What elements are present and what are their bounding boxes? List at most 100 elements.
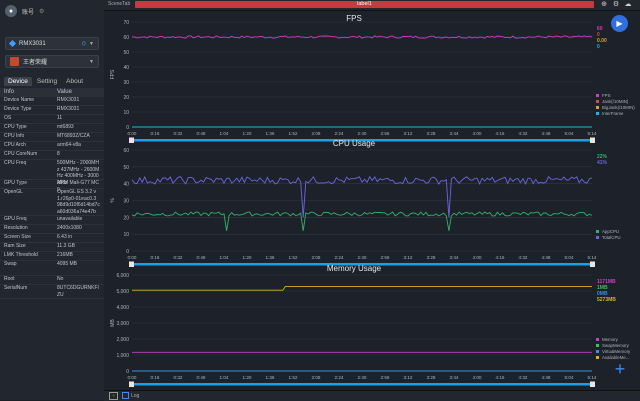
range-slider-handle-left: [129, 137, 134, 143]
chart-title: Memory Usage: [327, 264, 382, 273]
x-tick-label: 0:48: [197, 255, 206, 260]
sidebar: ● 账号 ⚙ RMX3031 ⌬ ▼ 王者荣耀 ▼ Device Setting…: [0, 0, 105, 400]
x-tick-label: 2:08: [312, 255, 321, 260]
x-tick-label: 0:32: [174, 131, 183, 136]
x-tick-label: 1:36: [266, 375, 275, 380]
x-tick-label: 2:40: [358, 375, 367, 380]
cloud-icon[interactable]: ☁: [624, 1, 632, 8]
info-value: No: [57, 276, 64, 282]
y-axis-label: %: [110, 198, 116, 203]
x-tick-label: 2:08: [312, 131, 321, 136]
x-tick-label: 3:44: [450, 131, 459, 136]
add-icon[interactable]: +: [614, 359, 626, 379]
label-bar[interactable]: label1: [135, 1, 594, 8]
y-tick-label: 60: [123, 148, 129, 154]
table-row: Ram Size 11.3 GB: [0, 243, 104, 252]
series-value-label: 1MB: [597, 285, 608, 291]
x-tick-label: 1:04: [220, 375, 229, 380]
tab-device[interactable]: Device: [4, 77, 32, 86]
x-tick-label: 0:00: [128, 131, 137, 136]
table-row: OS 11: [0, 115, 104, 124]
info-value: OpenGL ES 3.2 v1.r26p0-01eac0.3 98d9d10f…: [57, 189, 100, 215]
x-tick-label: 1:20: [243, 375, 252, 380]
user-area[interactable]: ● 账号 ⚙: [5, 4, 44, 18]
table-row: Resolution 2400x1080: [0, 225, 104, 234]
y-axis-label: MB: [110, 319, 116, 327]
app-select-value: 王者荣耀: [23, 60, 48, 66]
range-slider-track: [132, 263, 592, 266]
info-key: Root: [4, 276, 15, 282]
info-key: Device Name: [4, 97, 35, 103]
x-tick-label: 2:24: [335, 375, 344, 380]
y-tick-label: 40: [123, 65, 129, 71]
y-axis-label: FPS: [110, 69, 116, 79]
x-tick-label: 4:00: [473, 131, 482, 136]
info-value: mt6893: [57, 124, 74, 130]
tab-setting[interactable]: Setting: [36, 78, 58, 85]
x-tick-label: 5:04: [565, 255, 574, 260]
info-value: 6.43 in: [57, 234, 73, 240]
y-tick-label: 1,000: [116, 353, 129, 359]
y-tick-label: 6,000: [116, 273, 129, 279]
series-line: [131, 175, 593, 218]
scene-tab[interactable]: SceneTab: [108, 1, 131, 7]
y-tick-label: 10: [123, 232, 129, 238]
legend-entry: TotalCPU: [602, 235, 621, 240]
y-tick-label: 0: [126, 249, 129, 255]
settings-icon[interactable]: ⚙: [612, 1, 620, 8]
x-tick-label: 0:48: [197, 375, 206, 380]
settings-icon[interactable]: ⚙: [39, 8, 45, 15]
table-row: OpenGL OpenGL ES 3.2 v1.r26p0-01eac0.3 98…: [0, 189, 104, 216]
series-value-label: 5273MB: [597, 297, 616, 303]
x-tick-label: 2:56: [381, 255, 390, 260]
y-tick-label: 50: [123, 165, 129, 171]
legend-swatch: [596, 94, 599, 97]
info-value: arm64-v8a: [57, 142, 81, 148]
charts-svg: FPS FPS 0 10 20 30 40 50 60 70 0:00 0:16 0:32 0:48 1:0…: [110, 14, 635, 387]
x-tick-label: 2:40: [358, 131, 367, 136]
legend-entry: SwapMemory: [602, 343, 630, 348]
y-tick-label: 70: [123, 20, 129, 26]
play-button[interactable]: ▶: [611, 15, 628, 32]
x-tick-label: 1:52: [289, 255, 298, 260]
table-row: Root No: [0, 276, 104, 285]
log-toggle[interactable]: Log: [122, 392, 139, 399]
tab-about[interactable]: About: [66, 78, 84, 85]
y-tick-label: 20: [123, 95, 129, 101]
range-slider-handle-right: [590, 137, 595, 143]
info-value: 500MHz - 2000MHz 437MHz - 2600MHz 400MHz…: [57, 160, 100, 186]
y-tick-label: 0: [126, 125, 129, 131]
x-tick-label: 0:00: [128, 375, 137, 380]
wifi-icon: ⌬: [81, 40, 87, 47]
series-value-label: 22%: [597, 154, 608, 160]
add-circle-icon[interactable]: ⊕: [601, 1, 607, 8]
app-select[interactable]: 王者荣耀 ▼: [5, 55, 99, 68]
info-key: GPU Freq: [4, 216, 27, 222]
info-value: 216MB: [57, 252, 73, 258]
device-select[interactable]: RMX3031 ⌬ ▼: [5, 37, 99, 50]
chevron-down-icon: ▼: [89, 40, 94, 47]
x-tick-label: 4:48: [542, 255, 551, 260]
y-tick-label: 3,000: [116, 321, 129, 327]
legend-swatch: [596, 356, 599, 359]
charts-area: FPS FPS 0 10 20 30 40 50 60 70 0:00 0:16 0:32 0:48 1:0…: [104, 11, 640, 390]
x-tick-label: 4:16: [496, 255, 505, 260]
series-value-label: 1171MB: [597, 279, 616, 285]
y-tick-label: 60: [123, 35, 129, 41]
x-tick-label: 4:32: [519, 375, 528, 380]
x-tick-label: 4:32: [519, 131, 528, 136]
series-value-label: 41%: [597, 160, 608, 166]
x-tick-label: 1:04: [220, 131, 229, 136]
expand-icon[interactable]: ▫: [109, 392, 118, 400]
legend-entry: AvailableMe...: [602, 355, 630, 360]
x-tick-label: 0:48: [197, 131, 206, 136]
log-checkbox[interactable]: [122, 392, 129, 399]
series-line: [131, 35, 593, 39]
legend-swatch: [596, 350, 599, 353]
table-row: LMK Threshold 216MB: [0, 252, 104, 261]
info-key: SerialNum: [4, 285, 28, 291]
x-tick-label: 1:20: [243, 131, 252, 136]
y-tick-label: 30: [123, 199, 129, 205]
x-tick-label: 3:12: [404, 375, 413, 380]
info-key: Swap: [4, 261, 17, 267]
